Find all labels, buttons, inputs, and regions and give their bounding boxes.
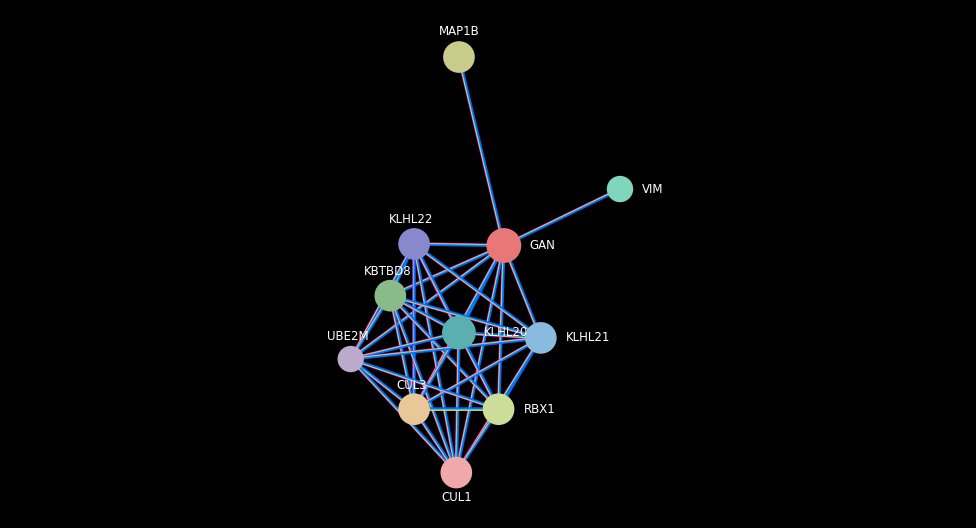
Text: MAP1B: MAP1B	[438, 25, 479, 38]
Text: VIM: VIM	[642, 183, 664, 195]
Circle shape	[443, 41, 474, 73]
Circle shape	[486, 228, 521, 263]
Text: KLHL22: KLHL22	[389, 213, 433, 226]
Circle shape	[525, 322, 556, 354]
Circle shape	[375, 280, 406, 312]
Circle shape	[483, 393, 514, 425]
Text: UBE2M: UBE2M	[327, 331, 369, 343]
Circle shape	[398, 393, 429, 425]
Text: KLHL21: KLHL21	[566, 332, 611, 344]
Circle shape	[398, 228, 429, 260]
Circle shape	[442, 316, 476, 350]
Text: KLHL20: KLHL20	[484, 326, 529, 339]
Text: RBX1: RBX1	[524, 403, 555, 416]
Text: CUL1: CUL1	[441, 492, 471, 504]
Circle shape	[440, 457, 472, 488]
Text: KBTBD8: KBTBD8	[364, 265, 412, 278]
Text: GAN: GAN	[529, 239, 555, 252]
Circle shape	[338, 346, 364, 372]
Circle shape	[607, 176, 633, 202]
Text: CUL3: CUL3	[396, 380, 427, 392]
